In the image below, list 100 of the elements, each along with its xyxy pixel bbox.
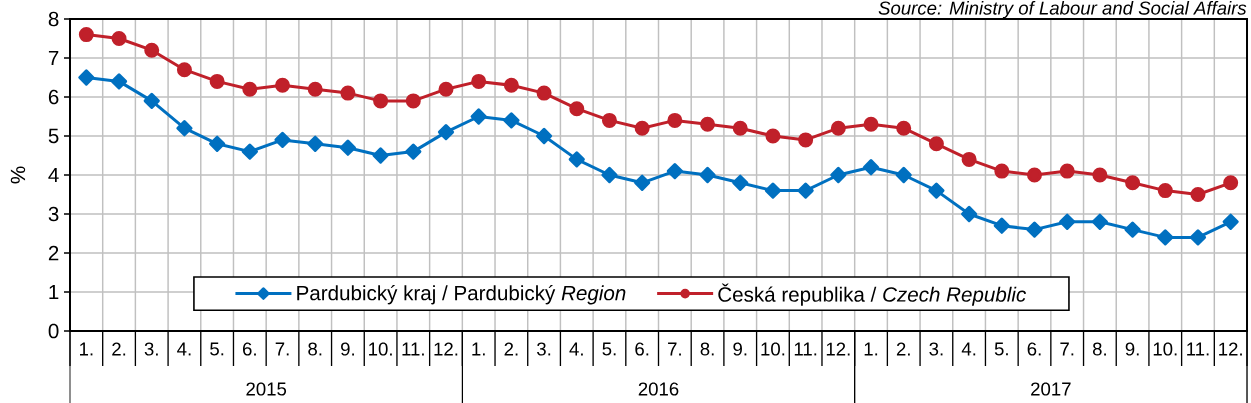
x-tick-label: 9. xyxy=(1125,342,1139,356)
point xyxy=(1125,175,1141,191)
point xyxy=(1026,221,1043,238)
legend-label: Česká republika / Czech Republic xyxy=(718,283,1026,306)
point xyxy=(1059,213,1076,230)
y-tick-label: 8 xyxy=(48,11,59,27)
x-tick-label: 2. xyxy=(896,342,910,356)
x-tick-label: 3. xyxy=(929,342,943,356)
point xyxy=(503,77,519,93)
point xyxy=(275,77,291,93)
x-tick-label: 5. xyxy=(602,342,616,356)
point xyxy=(928,182,945,199)
x-tick-label: 6. xyxy=(243,342,256,356)
x-tick-label: 4. xyxy=(569,342,583,356)
point xyxy=(895,166,912,184)
x-tick-label: 8. xyxy=(700,342,714,356)
point xyxy=(78,69,95,86)
x-tick-label: 8. xyxy=(1092,342,1106,356)
point xyxy=(307,135,324,152)
point xyxy=(78,27,94,43)
x-tick-label: 12. xyxy=(826,342,850,356)
y-tick-label: 7 xyxy=(48,50,59,66)
x-tick-label: 7. xyxy=(668,342,681,356)
point xyxy=(535,127,553,145)
point xyxy=(1092,167,1108,183)
x-tick-label: 1. xyxy=(472,342,485,356)
point xyxy=(830,120,846,136)
point xyxy=(144,42,160,58)
point xyxy=(1026,167,1042,183)
x-tick-label: 7. xyxy=(275,342,289,356)
point xyxy=(340,85,356,101)
point xyxy=(634,120,650,136)
point xyxy=(1059,163,1075,179)
x-tick-label: 7. xyxy=(1060,342,1074,356)
point xyxy=(1157,229,1174,246)
y-tick-label: 2 xyxy=(48,245,59,261)
x-tick-label: 2. xyxy=(504,342,518,356)
x-tick-label: 11. xyxy=(794,342,817,356)
point xyxy=(209,73,225,89)
point xyxy=(699,166,716,184)
point xyxy=(1124,221,1141,238)
point xyxy=(862,159,880,176)
x-tick-label: 11. xyxy=(1187,342,1209,356)
point xyxy=(471,73,487,89)
x-tick-label: 10. xyxy=(1153,342,1177,356)
point xyxy=(176,62,192,78)
point xyxy=(569,101,585,117)
point xyxy=(339,139,357,156)
y-tick-label: 0 xyxy=(48,323,59,339)
point xyxy=(764,182,782,199)
point xyxy=(732,174,749,191)
point xyxy=(993,217,1010,234)
x-tick-label: 8. xyxy=(308,342,322,356)
x-tick-label: 10. xyxy=(761,342,785,356)
y-tick-label: 6 xyxy=(48,89,59,105)
point xyxy=(830,166,847,184)
point xyxy=(307,81,323,97)
source-note: Source: Ministry of Labour and Social Affairs xyxy=(878,1,1247,19)
y-tick-label: 5 xyxy=(48,128,59,144)
point xyxy=(274,131,291,148)
x-tick-label: 1. xyxy=(80,342,93,356)
text: 2016 xyxy=(638,382,679,396)
point xyxy=(437,124,455,141)
x-tick-label: 11. xyxy=(402,342,424,356)
x-tick-label: 6. xyxy=(635,342,649,356)
point xyxy=(176,120,193,137)
point xyxy=(961,151,977,167)
point xyxy=(961,205,978,223)
point xyxy=(503,112,520,129)
point xyxy=(601,112,617,128)
point xyxy=(438,81,454,97)
point xyxy=(242,81,258,97)
y-axis-title: % xyxy=(10,166,26,184)
x-tick-label: 9. xyxy=(733,342,747,356)
y-tick-label: 3 xyxy=(48,206,59,222)
point xyxy=(666,163,683,180)
x-tick-label: 4. xyxy=(177,342,191,356)
point xyxy=(143,92,160,109)
point xyxy=(994,163,1010,179)
point xyxy=(863,116,879,132)
text: 2015 xyxy=(246,382,287,396)
x-tick-label: 6. xyxy=(1027,342,1041,356)
point xyxy=(568,151,585,168)
x-tick-label: 5. xyxy=(210,342,224,356)
x-tick-label: 9. xyxy=(341,342,354,356)
point xyxy=(373,93,389,109)
x-tick-label: 12. xyxy=(434,342,458,356)
y-tick-label: 1 xyxy=(49,284,59,300)
point xyxy=(241,143,258,160)
point xyxy=(798,132,814,148)
point xyxy=(601,166,618,184)
point xyxy=(470,108,487,125)
point xyxy=(1091,213,1108,230)
point xyxy=(634,174,651,191)
point xyxy=(536,85,552,101)
point xyxy=(372,147,389,164)
point xyxy=(1222,213,1239,230)
text: 2017 xyxy=(1031,382,1071,396)
x-tick-label: 10. xyxy=(369,342,392,356)
point xyxy=(896,120,912,136)
